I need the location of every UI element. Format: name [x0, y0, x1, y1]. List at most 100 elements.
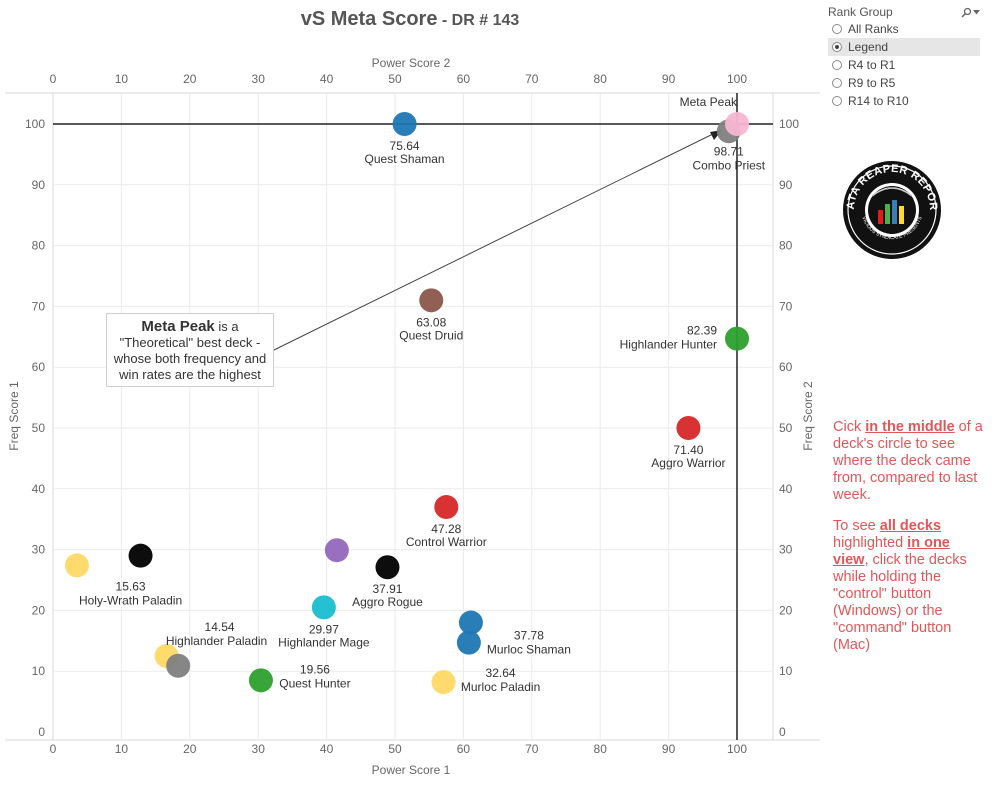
rank-option-r9-to-r5[interactable]: R9 to R5 — [828, 74, 980, 92]
y2-tick-label: 30 — [779, 543, 793, 557]
data-label-name-quest-hunter: Quest Hunter — [279, 676, 350, 690]
radio-icon[interactable] — [832, 42, 842, 52]
y-tick-label: 50 — [32, 421, 46, 435]
rank-group-title: Rank Group — [828, 5, 893, 19]
data-label-name-holy-wrath-paladin: Holy-Wrath Paladin — [79, 594, 182, 608]
data-label-name-quest-druid: Quest Druid — [399, 328, 463, 342]
data-label-name-aggro-warrior: Aggro Warrior — [651, 456, 725, 470]
scatter-chart: 0010102020303040405050606070708080909010… — [5, 56, 820, 777]
data-label-name-highlander-paladin: Highlander Paladin — [166, 634, 267, 648]
y-tick-label: 80 — [32, 239, 46, 253]
data-label-name-aggro-rogue: Aggro Rogue — [352, 595, 423, 609]
x2-tick-label: 100 — [727, 72, 747, 86]
x2-tick-label: 90 — [662, 72, 676, 86]
y2-tick-label: 50 — [779, 421, 793, 435]
x-tick-label: 60 — [457, 742, 471, 756]
radio-icon[interactable] — [832, 60, 842, 70]
axis-titles: Power Score 2 Power Score 1 Freq Score 1… — [7, 56, 815, 777]
note-p2-c: highlighted — [833, 535, 908, 551]
data-point-quest-druid — [419, 288, 444, 313]
dropdown-caret-icon — [973, 9, 980, 14]
data-point-unlabeled-12 — [458, 610, 483, 635]
y2-tick-label: 0 — [779, 725, 786, 739]
axis-ticks: 0010102020303040405050606070708080909010… — [25, 72, 799, 756]
x2-tick-label: 50 — [388, 72, 402, 86]
rank-option-label: All Ranks — [848, 22, 899, 36]
note-paragraph-1: Cick in the middle of a deck's circle to… — [833, 419, 983, 504]
data-label-score-aggro-warrior: 71.40 — [673, 443, 703, 457]
y-tick-label: 40 — [32, 482, 46, 496]
x-tick-label: 70 — [525, 742, 539, 756]
data-point-unlabeled-9 — [324, 538, 349, 563]
x-tick-label: 0 — [50, 742, 57, 756]
data-label-score-murloc-shaman: 37.78 — [514, 629, 544, 643]
note-p2-d: in one view — [833, 535, 950, 568]
x-tick-label: 80 — [594, 742, 608, 756]
data-reaper-logo: DATA REAPER REPORT VICIOUS SYNDICATE PRE… — [842, 160, 941, 259]
x2-tick-label: 30 — [252, 72, 266, 86]
callout-line1: is a — [214, 319, 239, 334]
data-point-holy-wrath-paladin — [128, 543, 153, 568]
data-label-name-highlander-hunter: Highlander Hunter — [620, 338, 717, 352]
radio-icon[interactable] — [832, 24, 842, 34]
data-label-score-highlander-mage: 29.97 — [309, 622, 339, 636]
y-tick-label: 60 — [32, 360, 46, 374]
y2-tick-label: 40 — [779, 482, 793, 496]
grid — [5, 92, 820, 741]
y-tick-label: 90 — [32, 178, 46, 192]
y2-tick-label: 100 — [779, 117, 799, 131]
note-p2-b: all decks — [879, 518, 942, 534]
data-point-aggro-rogue — [375, 555, 400, 580]
data-point-control-warrior — [434, 495, 459, 520]
y2-tick-label: 80 — [779, 239, 793, 253]
data-label-score-highlander-hunter: 82.39 — [687, 324, 717, 338]
rank-group-filter: Rank Group All Ranks Legend R4 to R1 R9 to … — [828, 4, 980, 110]
data-label-score-highlander-paladin: 14.54 — [205, 620, 235, 634]
data-label-name-highlander-mage: Highlander Mage — [278, 635, 370, 649]
x-tick-label: 40 — [320, 742, 334, 756]
data-label-score-combo-priest: 98.71 — [714, 144, 744, 158]
y-tick-label: 70 — [32, 299, 46, 313]
data-label-score-control-warrior: 47.28 — [431, 522, 461, 536]
y2-tick-label: 70 — [779, 299, 793, 313]
data-label-score-holy-wrath-paladin: 15.63 — [116, 580, 146, 594]
callout-line4: win rates are the highest — [119, 367, 261, 382]
radio-icon[interactable] — [832, 78, 842, 88]
data-point-murloc-shaman — [456, 630, 481, 655]
data-label-score-quest-shaman: 75.64 — [390, 139, 420, 153]
radio-icon[interactable] — [832, 96, 842, 106]
rank-option-label: R14 to R10 — [848, 94, 909, 108]
note-p1-c: of a deck's circle to see where the deck… — [833, 419, 983, 503]
y-axis-title: Freq Score 1 — [7, 381, 21, 451]
y-tick-label: 100 — [25, 117, 45, 131]
data-label-score-quest-hunter: 19.56 — [300, 662, 330, 676]
data-point-murloc-paladin — [431, 670, 456, 695]
data-label-name-meta-peak: Meta Peak — [680, 95, 738, 109]
y-tick-label: 30 — [32, 543, 46, 557]
y-tick-label: 0 — [38, 725, 45, 739]
data-point-meta-peak — [725, 112, 749, 136]
data-point-unlabeled-15 — [166, 653, 191, 678]
y2-tick-label: 10 — [779, 664, 793, 678]
rank-option-label: R4 to R1 — [848, 58, 896, 72]
data-label-name-control-warrior: Control Warrior — [406, 535, 487, 549]
chart-title-sub: - DR # 143 — [437, 12, 520, 29]
rank-option-r4-to-r1[interactable]: R4 to R1 — [828, 56, 980, 74]
note-p1-b: in the middle — [865, 419, 955, 435]
rank-option-r14-to-r10[interactable]: R14 to R10 — [828, 92, 980, 110]
rank-group-header: Rank Group — [828, 4, 980, 20]
data-label-score-aggro-rogue: 37.91 — [372, 582, 402, 596]
note-p2-e: , click the decks while holding the "con… — [833, 552, 967, 653]
x2-axis-title: Power Score 2 — [372, 56, 451, 70]
data-point-highlander-hunter — [725, 326, 749, 351]
data-label-score-quest-druid: 63.08 — [416, 315, 446, 329]
rank-option-legend[interactable]: Legend — [828, 38, 980, 56]
data-label-name-combo-priest: Combo Priest — [692, 158, 765, 172]
x-tick-label: 90 — [662, 742, 676, 756]
data-point-quest-hunter — [248, 668, 273, 693]
x-tick-label: 10 — [115, 742, 129, 756]
data-point-highlander-mage — [311, 595, 336, 620]
search-icon[interactable] — [961, 7, 980, 18]
y2-tick-label: 90 — [779, 178, 793, 192]
rank-option-all-ranks[interactable]: All Ranks — [828, 20, 980, 38]
